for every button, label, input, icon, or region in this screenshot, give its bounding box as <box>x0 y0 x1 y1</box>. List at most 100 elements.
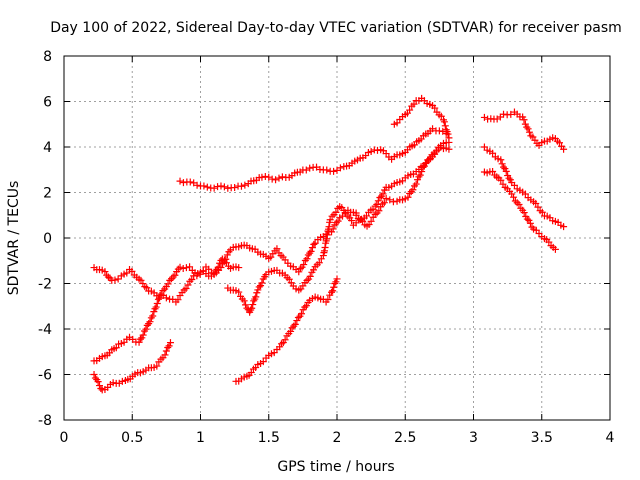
data-point <box>290 322 298 330</box>
y-tick-label: 2 <box>43 186 52 202</box>
data-point <box>203 183 211 191</box>
data-point <box>520 116 528 124</box>
y-tick-label: -8 <box>38 413 52 429</box>
data-point <box>379 190 387 198</box>
data-point <box>101 268 109 276</box>
series-track-2 <box>390 94 453 142</box>
data-point <box>273 245 281 253</box>
data-point <box>171 271 179 279</box>
data-point <box>272 176 280 184</box>
data-point <box>278 173 286 181</box>
data-point <box>288 324 296 332</box>
series-track-6 <box>224 138 453 316</box>
data-point <box>500 163 508 171</box>
x-tick-label: 2.5 <box>394 430 416 446</box>
data-point <box>161 351 169 359</box>
data-point <box>174 296 182 304</box>
data-point <box>188 276 196 284</box>
data-point <box>507 110 515 118</box>
y-tick-label: 4 <box>43 140 52 156</box>
data-point <box>176 263 184 271</box>
data-point <box>560 223 568 231</box>
data-point <box>306 272 314 280</box>
data-point <box>220 183 228 191</box>
data-point <box>480 113 488 121</box>
data-point <box>332 208 340 216</box>
data-point <box>330 167 338 175</box>
series-track-1 <box>176 125 450 192</box>
data-point <box>404 193 412 201</box>
data-point <box>497 156 505 164</box>
x-tick-label: 1 <box>196 430 205 446</box>
data-point <box>179 264 187 272</box>
data-point <box>310 240 318 248</box>
data-point <box>415 173 423 181</box>
data-point <box>523 123 531 131</box>
data-point <box>248 304 256 312</box>
data-point <box>489 167 497 175</box>
data-point <box>193 181 201 189</box>
data-point <box>303 255 311 263</box>
y-tick-label: -6 <box>38 368 52 384</box>
data-point <box>149 312 157 320</box>
data-point <box>186 263 194 271</box>
data-point <box>118 377 126 385</box>
data-point <box>523 215 531 223</box>
series-track-3 <box>90 206 360 306</box>
data-point <box>109 379 117 387</box>
data-point <box>367 217 375 225</box>
data-point <box>521 190 529 198</box>
series-track-4 <box>90 255 243 365</box>
data-point <box>205 265 213 273</box>
chart-title: Day 100 of 2022, Sidereal Day-to-day VTE… <box>50 20 622 36</box>
data-point <box>164 343 172 351</box>
data-point <box>412 180 420 188</box>
data-point <box>336 164 344 172</box>
data-point <box>416 171 424 179</box>
data-point <box>135 338 143 346</box>
data-point <box>418 168 426 176</box>
data-point <box>258 173 266 181</box>
data-point <box>247 306 255 314</box>
data-point <box>374 197 382 205</box>
data-point <box>515 200 523 208</box>
data-point <box>303 276 311 284</box>
x-tick-label: 0 <box>60 430 69 446</box>
data-point <box>293 317 301 325</box>
data-point <box>520 209 528 217</box>
data-point <box>497 176 505 184</box>
data-point <box>200 182 208 190</box>
data-point <box>409 186 417 194</box>
y-tick-label: 6 <box>43 95 52 111</box>
data-point <box>331 280 339 288</box>
data-point <box>164 280 172 288</box>
data-point <box>380 199 388 207</box>
data-point <box>311 239 319 247</box>
data-point <box>498 160 506 168</box>
data-point <box>210 270 218 278</box>
data-point <box>287 327 295 335</box>
data-point <box>146 318 154 326</box>
data-point <box>328 288 336 296</box>
data-point <box>444 130 452 138</box>
data-point <box>323 166 331 174</box>
data-point <box>437 112 445 120</box>
data-point <box>166 339 174 347</box>
data-point <box>362 212 370 220</box>
series-track-8 <box>352 143 453 230</box>
data-point <box>334 217 342 225</box>
data-point <box>521 120 529 128</box>
data-point <box>525 216 533 224</box>
data-point <box>186 178 194 186</box>
data-point <box>242 301 250 309</box>
data-point <box>142 325 150 333</box>
data-point <box>298 310 306 318</box>
data-point <box>300 261 308 269</box>
data-point <box>330 283 338 291</box>
data-point <box>237 182 245 190</box>
data-point <box>489 149 497 157</box>
data-point <box>212 267 220 275</box>
series-track-10 <box>480 143 568 231</box>
y-tick-label: -4 <box>38 322 52 338</box>
x-axis-label: GPS time / hours <box>277 459 394 475</box>
